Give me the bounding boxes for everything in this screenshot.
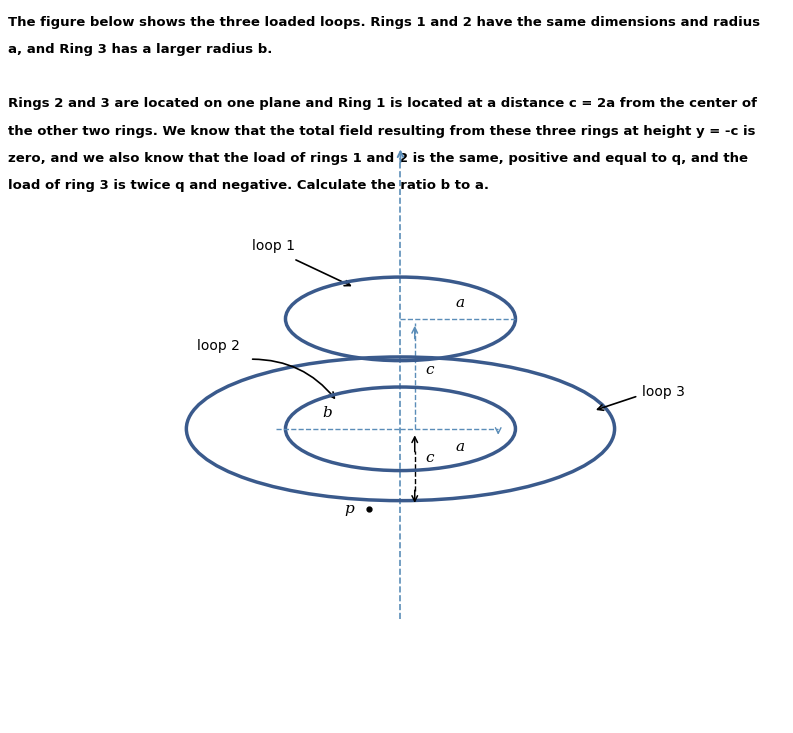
- Text: Rings 2 and 3 are located on one plane and Ring 1 is located at a distance c = 2: Rings 2 and 3 are located on one plane a…: [8, 97, 757, 111]
- Text: zero, and we also know that the load of rings 1 and 2 is the same, positive and : zero, and we also know that the load of …: [8, 152, 748, 165]
- Text: The figure below shows the three loaded loops. Rings 1 and 2 have the same dimen: The figure below shows the three loaded …: [8, 16, 760, 29]
- Text: loop 2: loop 2: [197, 339, 239, 353]
- Text: loop 1: loop 1: [252, 238, 295, 253]
- Text: p: p: [344, 502, 354, 517]
- Text: a: a: [456, 440, 465, 454]
- Text: c: c: [425, 451, 434, 465]
- Text: a, and Ring 3 has a larger radius b.: a, and Ring 3 has a larger radius b.: [8, 43, 272, 56]
- Text: loop 3: loop 3: [642, 385, 685, 399]
- Text: the other two rings. We know that the total field resulting from these three rin: the other two rings. We know that the to…: [8, 125, 756, 138]
- Text: b: b: [323, 406, 332, 420]
- Text: c: c: [425, 363, 434, 377]
- Text: a: a: [456, 296, 465, 310]
- Text: load of ring 3 is twice q and negative. Calculate the ratio b to a.: load of ring 3 is twice q and negative. …: [8, 179, 489, 192]
